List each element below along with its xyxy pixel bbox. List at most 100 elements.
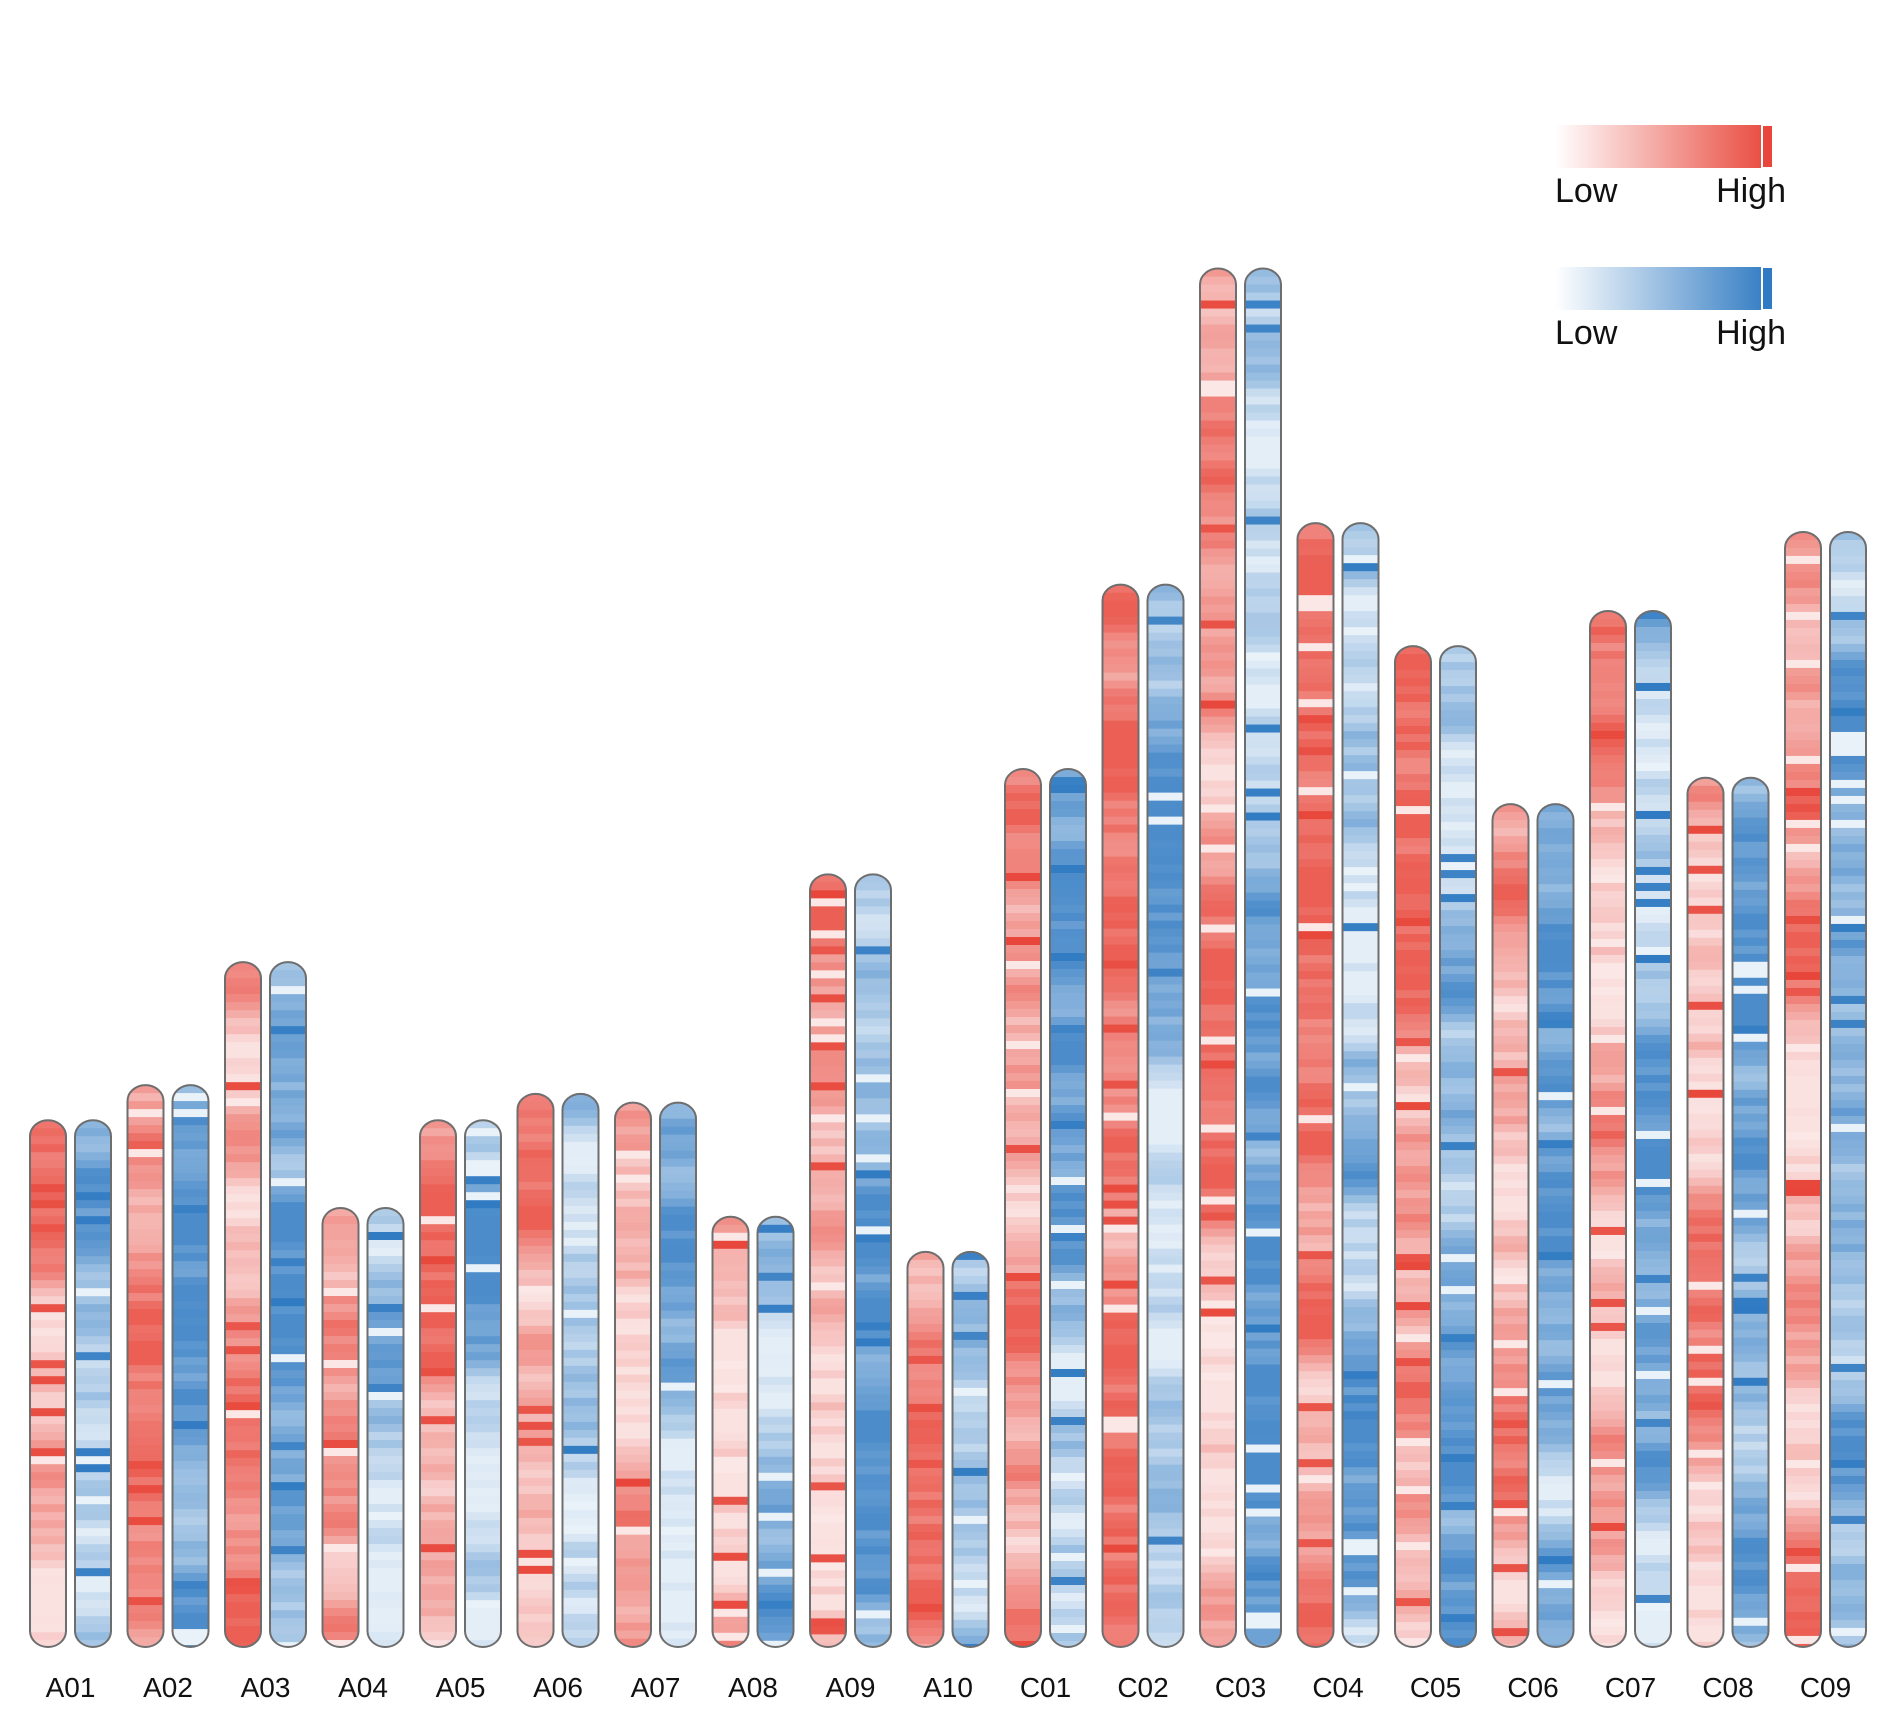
density-band — [1245, 1164, 1281, 1174]
density-band — [615, 1590, 651, 1600]
density-band — [1635, 1282, 1671, 1292]
density-band — [562, 1253, 599, 1263]
density-band — [1635, 1474, 1671, 1484]
density-band — [172, 1509, 209, 1518]
density-band — [1342, 763, 1379, 772]
density-band — [855, 1570, 891, 1579]
density-band — [1245, 956, 1281, 966]
density-band — [127, 1237, 164, 1246]
density-band — [1200, 1572, 1236, 1582]
density-band — [1830, 595, 1866, 605]
density-band — [75, 1256, 111, 1265]
density-band — [465, 1424, 501, 1433]
density-band — [1050, 1465, 1086, 1474]
density-band — [562, 1549, 599, 1559]
density-band — [1245, 1108, 1281, 1118]
density-band — [1635, 1250, 1671, 1260]
density-band — [270, 1074, 306, 1083]
density-band — [1687, 1065, 1724, 1075]
density-band — [517, 1253, 554, 1263]
density-band — [615, 1350, 651, 1360]
density-band — [1050, 777, 1086, 786]
density-band — [517, 1205, 554, 1215]
density-band — [1687, 857, 1724, 867]
density-band — [1005, 1417, 1041, 1426]
density-band — [1732, 1065, 1769, 1075]
density-band — [1147, 1392, 1184, 1402]
track-red-c06 — [1491, 803, 1530, 1648]
density-band — [1297, 579, 1334, 588]
density-band — [1102, 1384, 1139, 1394]
density-band — [1830, 603, 1866, 613]
density-band — [1635, 986, 1671, 996]
density-band — [1005, 897, 1041, 906]
density-band — [172, 1309, 209, 1318]
track-outline — [1784, 530, 1822, 1649]
density-band — [1102, 992, 1139, 1002]
density-band — [1732, 993, 1769, 1003]
density-band — [1050, 1321, 1086, 1330]
density-band — [1050, 1393, 1086, 1402]
density-band — [757, 1488, 794, 1498]
density-band — [855, 994, 891, 1003]
density-band — [1590, 634, 1626, 644]
density-band — [757, 1576, 794, 1586]
density-band — [322, 1328, 359, 1337]
density-band — [1590, 1450, 1626, 1460]
density-band — [465, 1264, 501, 1273]
density-band — [1342, 579, 1379, 588]
density-band — [1005, 1577, 1041, 1586]
density-band — [517, 1453, 554, 1463]
density-band — [1492, 1588, 1529, 1597]
density-band — [810, 930, 846, 939]
density-band — [1147, 1112, 1184, 1122]
density-band — [225, 1394, 261, 1403]
density-band — [810, 1610, 846, 1619]
density-band — [1830, 1291, 1866, 1301]
density-band — [1102, 1048, 1139, 1058]
density-band — [1635, 1442, 1671, 1452]
density-band — [75, 1480, 111, 1489]
density-band — [1147, 1064, 1184, 1074]
density-band — [1440, 974, 1476, 983]
density-band — [1200, 516, 1236, 526]
density-band — [30, 1512, 66, 1521]
density-band — [30, 1312, 66, 1321]
density-band — [1342, 595, 1379, 604]
density-band — [757, 1456, 794, 1466]
density-band — [1342, 1211, 1379, 1220]
density-band — [1492, 1308, 1529, 1317]
track-red-c03 — [1199, 267, 1237, 1648]
density-band — [1200, 508, 1236, 518]
density-band — [1200, 1556, 1236, 1566]
density-band — [1440, 1022, 1476, 1031]
density-band — [810, 922, 846, 931]
density-band — [952, 1523, 989, 1533]
density-band — [1200, 1108, 1236, 1118]
density-band — [1590, 754, 1626, 764]
density-band — [270, 1346, 306, 1355]
density-band — [1537, 1004, 1574, 1013]
density-band — [712, 1328, 749, 1338]
density-band — [907, 1363, 944, 1373]
density-band — [1050, 1273, 1086, 1282]
density-band — [1687, 1225, 1724, 1235]
density-band — [810, 1130, 846, 1139]
chromosome-label-a05: A05 — [436, 1672, 486, 1703]
density-band — [757, 1312, 794, 1322]
density-band — [1297, 1027, 1334, 1036]
density-band — [562, 1445, 599, 1455]
density-band — [1200, 620, 1236, 630]
density-band — [1200, 1636, 1236, 1646]
density-band — [1492, 820, 1529, 829]
density-band — [1537, 932, 1574, 941]
density-band — [1590, 1154, 1626, 1164]
density-band — [465, 1280, 501, 1289]
density-band — [1440, 718, 1476, 727]
density-band — [1830, 675, 1866, 685]
density-band — [1590, 946, 1626, 956]
density-band — [420, 1584, 456, 1593]
density-band — [660, 1454, 696, 1464]
density-band — [1440, 1158, 1476, 1167]
density-band — [1342, 547, 1379, 556]
